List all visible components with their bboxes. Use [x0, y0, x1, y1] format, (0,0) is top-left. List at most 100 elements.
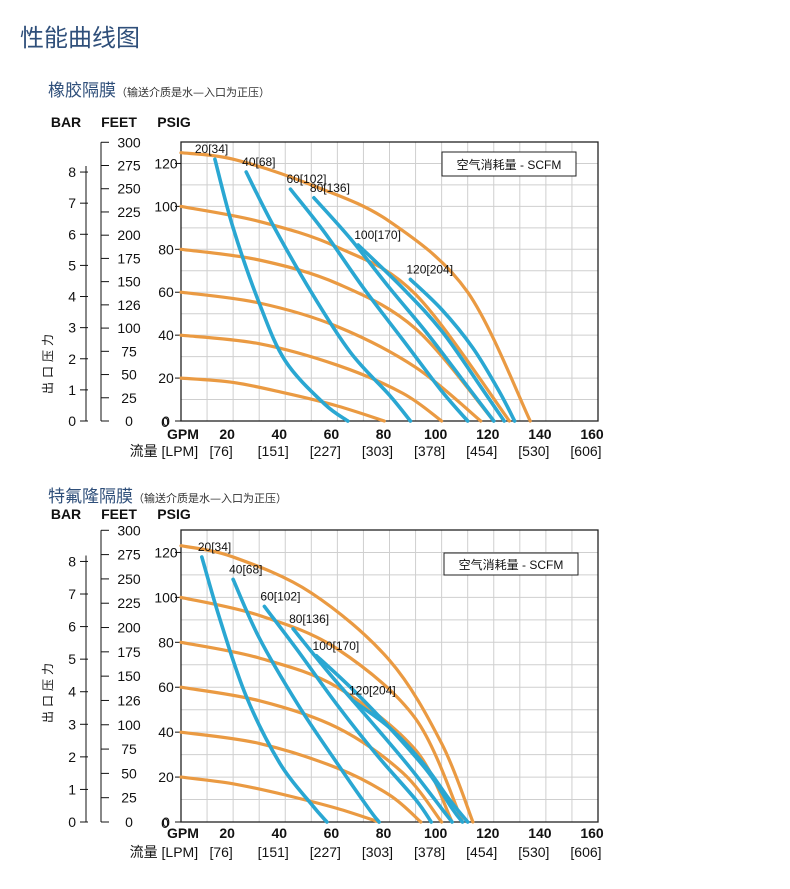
- x-tick-label: 80: [376, 825, 392, 841]
- lpm-tick-label: [227]: [310, 844, 341, 860]
- lpm-tick-label: [606]: [570, 844, 601, 860]
- air-curve-label: 120[204]: [406, 262, 453, 276]
- pressure-curve: [179, 544, 475, 824]
- air-curve: [312, 196, 496, 423]
- psig-axis-header: PSIG: [157, 114, 191, 130]
- air-curves: [213, 157, 517, 423]
- feet-tick-label: 250: [117, 571, 141, 587]
- feet-tick-label: 275: [117, 158, 141, 174]
- psig-axis-header: PSIG: [157, 506, 191, 522]
- feet-tick-label: 175: [117, 250, 141, 266]
- air-curve: [200, 555, 329, 824]
- air-curves: [200, 555, 470, 824]
- pressure-curves: [179, 151, 532, 423]
- section-title-rubber-label: 橡胶隔膜: [48, 81, 116, 101]
- x-tick-label: 100: [424, 825, 448, 841]
- bar-tick-label: 0: [68, 814, 76, 830]
- feet-tick-label: 175: [117, 644, 141, 660]
- psig-tick-label: 20: [158, 370, 174, 386]
- x-tick-label: 160: [580, 426, 604, 442]
- bar-tick-label: 7: [68, 195, 76, 211]
- section-note-ptfe: （输送介质是水—入口为正压）: [133, 492, 287, 505]
- lpm-prefix-label: 流量 [LPM]: [130, 443, 198, 459]
- section-note-rubber: （输送介质是水—入口为正压）: [116, 86, 270, 99]
- lpm-tick-label: [530]: [518, 844, 549, 860]
- x-tick-label: 20: [219, 825, 235, 841]
- feet-tick-label: 25: [121, 790, 137, 806]
- psig-tick-label: 0: [162, 413, 170, 429]
- lpm-tick-label: [151]: [258, 443, 289, 459]
- psig-tick-label: 80: [158, 634, 174, 650]
- feet-tick-label: 250: [117, 181, 141, 197]
- plot-frame: [180, 529, 599, 823]
- air-curve: [291, 627, 454, 824]
- pressure-curve: [179, 685, 444, 824]
- air-curve-label: 100[170]: [354, 228, 401, 242]
- x-tick-label: 140: [528, 426, 552, 442]
- legend-text: 空气消耗量 - SCFM: [457, 157, 562, 172]
- air-curve-label: 100[170]: [313, 639, 360, 653]
- psig-tick-label: 40: [158, 327, 174, 343]
- bar-tick-label: 0: [68, 413, 76, 429]
- air-curve: [351, 698, 470, 824]
- lpm-tick-label: [151]: [258, 844, 289, 860]
- air-curve: [408, 277, 517, 423]
- lpm-tick-label: [454]: [466, 844, 497, 860]
- bar-tick-label: 8: [68, 553, 76, 569]
- feet-tick-label: 300: [117, 522, 141, 538]
- air-curve: [262, 604, 433, 824]
- air-curve-label: 120[204]: [349, 684, 396, 698]
- lpm-tick-label: [76]: [209, 443, 232, 459]
- psig-tick-label: 0: [162, 814, 170, 830]
- air-curve-label: 20[34]: [198, 540, 231, 554]
- pressure-curves: [179, 544, 475, 824]
- bar-axis-header: BAR: [51, 506, 81, 522]
- y-axis-label: 出口压力: [41, 330, 55, 394]
- psig-tick-label: 120: [154, 155, 178, 171]
- x-tick-label: 160: [580, 825, 604, 841]
- x-tick-label: 100: [424, 426, 448, 442]
- feet-tick-label: 150: [117, 668, 141, 684]
- feet-tick-label: 100: [117, 717, 141, 733]
- feet-tick-label: 75: [121, 741, 137, 757]
- psig-tick-label: 80: [158, 241, 174, 257]
- psig-tick-label: 100: [154, 589, 178, 605]
- psig-tick-label: 40: [158, 724, 174, 740]
- bar-tick-label: 1: [68, 781, 76, 797]
- y-axis-label: 出口压力: [41, 659, 55, 723]
- pressure-curve: [179, 204, 511, 423]
- section-title-rubber: 橡胶隔膜（输送介质是水—入口为正压）: [48, 76, 270, 101]
- bar-tick-label: 5: [68, 257, 76, 273]
- psig-tick-label: 60: [158, 284, 174, 300]
- feet-tick-label: 25: [121, 390, 137, 406]
- bar-tick-label: 8: [68, 164, 76, 180]
- chart-rubber: BAR FEET PSIG01234567802550751001261501752…: [41, 114, 604, 459]
- y-axis-label-group: 出口压力: [41, 659, 55, 723]
- pressure-curve: [179, 775, 381, 824]
- feet-tick-label: 150: [117, 274, 141, 290]
- feet-tick-label: 126: [117, 297, 141, 313]
- feet-tick-label: 100: [117, 320, 141, 336]
- feet-tick-label: 275: [117, 547, 141, 563]
- x-tick-label: 40: [271, 825, 287, 841]
- pressure-curve: [179, 151, 532, 423]
- pressure-curve: [179, 333, 444, 423]
- air-curve: [213, 157, 350, 423]
- legend-text: 空气消耗量 - SCFM: [459, 557, 564, 572]
- air-curve-label: 80[136]: [289, 612, 329, 626]
- grid: [181, 142, 598, 421]
- psig-tick-label: 20: [158, 769, 174, 785]
- x-tick-label: 40: [271, 426, 287, 442]
- feet-tick-label: 300: [117, 134, 141, 150]
- feet-axis-header: FEET: [101, 506, 137, 522]
- section-title-ptfe: 特氟隆隔膜（输送介质是水—入口为正压）: [48, 482, 287, 507]
- bar-tick-label: 7: [68, 586, 76, 602]
- pressure-curve: [179, 595, 465, 824]
- air-curve-label: 60[102]: [286, 172, 326, 186]
- pressure-curve: [179, 730, 423, 824]
- air-curve-label: 20[34]: [195, 142, 228, 156]
- lpm-tick-label: [303]: [362, 844, 393, 860]
- bar-tick-label: 2: [68, 351, 76, 367]
- x-tick-label: 120: [476, 426, 500, 442]
- x-tick-label: 60: [324, 825, 340, 841]
